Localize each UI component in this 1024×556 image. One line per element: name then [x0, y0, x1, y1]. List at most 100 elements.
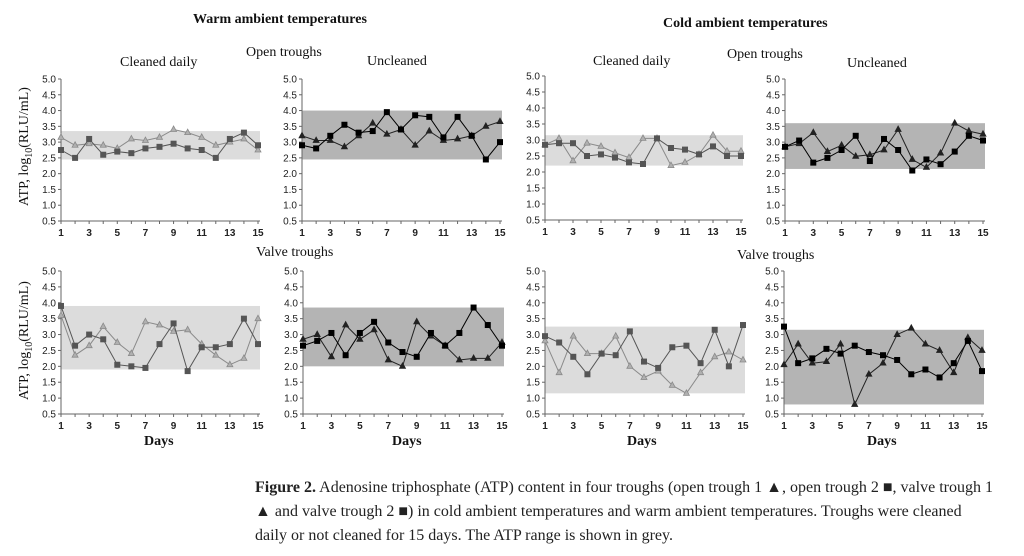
- data-point-triangle: [822, 357, 831, 364]
- caption-label: Figure 2.: [255, 479, 317, 496]
- data-point-square: [454, 113, 461, 120]
- y-tick-label: 3.0: [42, 330, 56, 341]
- panel-cold-valve-uncleaned: 0.51.01.52.02.53.03.54.04.55.01 3 5 7 9 11 13 1…: [765, 267, 988, 433]
- x-tick-label: 7: [866, 421, 872, 432]
- panel-warm-open-uncleaned: 0.51.01.52.02.53.03.54.04.55.01 3 5 7 9 11 13 1…: [283, 75, 506, 240]
- data-point-square: [612, 352, 619, 359]
- y-tick-label: 4.0: [283, 106, 297, 117]
- x-tick-label: 13: [709, 421, 721, 432]
- data-point-square: [198, 147, 205, 153]
- y-tick-label: 0.5: [765, 410, 779, 421]
- y-tick-label: 1.5: [283, 185, 297, 196]
- data-point-triangle: [85, 139, 93, 147]
- data-point-square: [369, 128, 376, 135]
- y-tick-label: 4.0: [765, 298, 779, 309]
- data-point-triangle: [482, 121, 490, 129]
- data-point-triangle: [978, 346, 986, 353]
- y-tick-label: 2.5: [526, 346, 540, 357]
- data-point-triangle: [922, 163, 931, 170]
- col-title-cold-cleaned: Cleaned daily: [593, 54, 671, 69]
- data-point-square: [240, 129, 247, 136]
- y-tick-label: 3.0: [526, 136, 540, 147]
- data-point-square: [881, 135, 887, 142]
- data-point-square: [456, 329, 463, 336]
- data-point-triangle: [597, 142, 605, 149]
- y-tick-label: 1.0: [526, 394, 540, 405]
- data-point-triangle: [921, 339, 930, 347]
- data-point-square: [314, 337, 321, 344]
- y-tick-label: 2.0: [284, 362, 298, 373]
- x-tick-label: 15: [494, 228, 506, 239]
- y-tick-label: 2.5: [284, 346, 298, 357]
- y-tick-label: 3.0: [284, 330, 298, 341]
- data-point-square: [383, 109, 390, 116]
- data-point-square: [342, 352, 349, 359]
- data-point-square: [570, 353, 577, 360]
- data-point-square: [142, 145, 149, 152]
- x-tick-label: 15: [252, 228, 264, 239]
- x-tick-label: 5: [839, 228, 845, 239]
- data-point-triangle: [370, 325, 378, 333]
- y-tick-label: 3.5: [766, 122, 780, 133]
- data-point-square: [255, 142, 261, 149]
- y-tick-label: 1.5: [526, 378, 540, 389]
- data-point-square: [584, 153, 590, 159]
- y-tick-label: 3.5: [526, 120, 540, 131]
- x-tick-label: 7: [143, 421, 149, 432]
- data-point-square: [626, 328, 633, 335]
- y-tick-label: 1.5: [284, 378, 298, 389]
- data-point-triangle: [936, 148, 945, 156]
- data-point-square: [894, 356, 901, 363]
- data-point-square: [837, 350, 844, 357]
- x-tick-label: 15: [735, 227, 747, 238]
- data-point-square: [865, 349, 872, 356]
- data-point-triangle: [709, 130, 717, 138]
- data-point-triangle: [696, 368, 705, 376]
- x-tick-label: 3: [86, 421, 92, 432]
- data-point-square: [823, 345, 830, 352]
- y-tick-label: 3.0: [283, 138, 297, 149]
- data-point-triangle: [626, 361, 634, 369]
- data-point-square: [184, 368, 191, 375]
- data-point-square: [809, 355, 816, 362]
- data-point-square: [740, 322, 746, 329]
- data-point-triangle: [254, 145, 262, 153]
- data-point-triangle: [85, 341, 93, 349]
- y-tick-label: 3.0: [526, 330, 540, 341]
- data-point-triangle: [469, 354, 478, 361]
- atp-range-band: [784, 329, 984, 405]
- data-point-square: [668, 145, 674, 151]
- data-point-square: [936, 374, 943, 381]
- y-tick-label: 2.0: [42, 362, 56, 373]
- y-tick-label: 5.0: [42, 75, 56, 86]
- data-point-square: [710, 143, 716, 150]
- data-point-square: [328, 329, 335, 336]
- data-point-triangle: [312, 136, 320, 143]
- y-tick-label: 2.0: [765, 362, 779, 373]
- data-point-square: [240, 315, 247, 322]
- data-point-square: [795, 360, 802, 367]
- y-tick-label: 4.5: [526, 282, 540, 293]
- y-tick-label: 2.0: [283, 169, 297, 180]
- x-tick-label: 11: [680, 227, 691, 238]
- x-tick-label: 15: [976, 421, 988, 432]
- data-point-square: [738, 153, 744, 159]
- y-tick-label: 1.0: [42, 201, 56, 212]
- x-tick-label: 9: [412, 228, 418, 239]
- x-tick-label: 5: [115, 421, 121, 432]
- data-point-square: [72, 154, 79, 161]
- x-tick-label: 15: [496, 421, 508, 432]
- x-tick-label: 3: [810, 421, 816, 432]
- data-point-triangle: [935, 346, 944, 353]
- data-point-triangle: [369, 118, 377, 126]
- data-point-triangle: [809, 128, 817, 136]
- data-point-triangle: [183, 325, 192, 333]
- data-point-triangle: [71, 140, 79, 148]
- data-point-triangle: [836, 339, 845, 347]
- x-tick-label: 11: [920, 421, 931, 432]
- data-point-triangle: [212, 350, 220, 358]
- data-point-square: [300, 342, 306, 349]
- data-point-square: [156, 143, 163, 150]
- data-point-triangle: [455, 355, 464, 363]
